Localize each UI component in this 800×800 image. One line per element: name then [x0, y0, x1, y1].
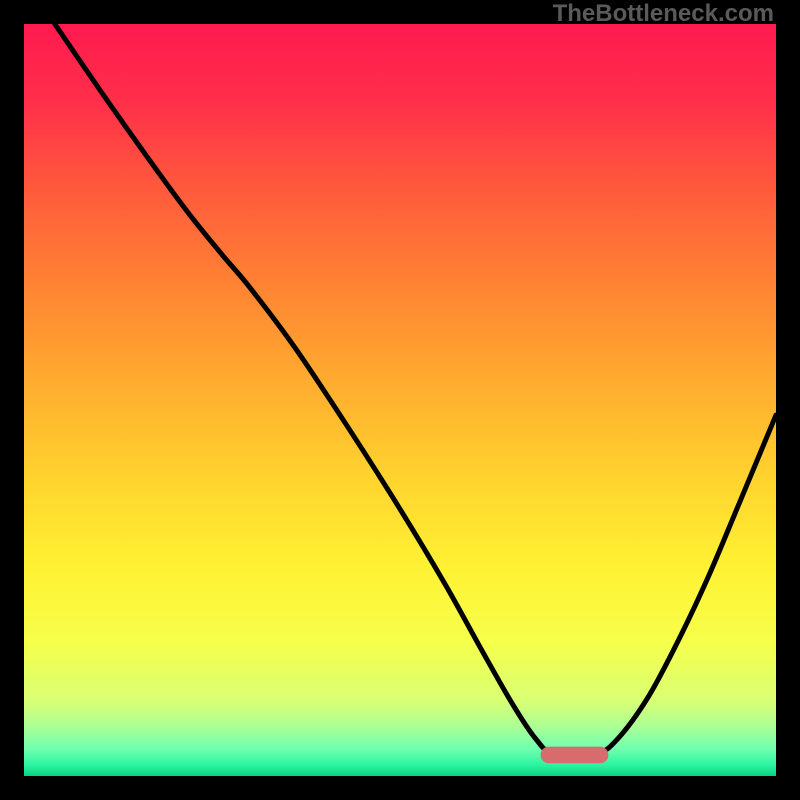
plot-area [24, 24, 776, 776]
gradient-background [24, 24, 776, 776]
watermark-text: TheBottleneck.com [553, 0, 774, 28]
chart-svg [24, 24, 776, 776]
sweet-spot-marker [541, 747, 609, 764]
